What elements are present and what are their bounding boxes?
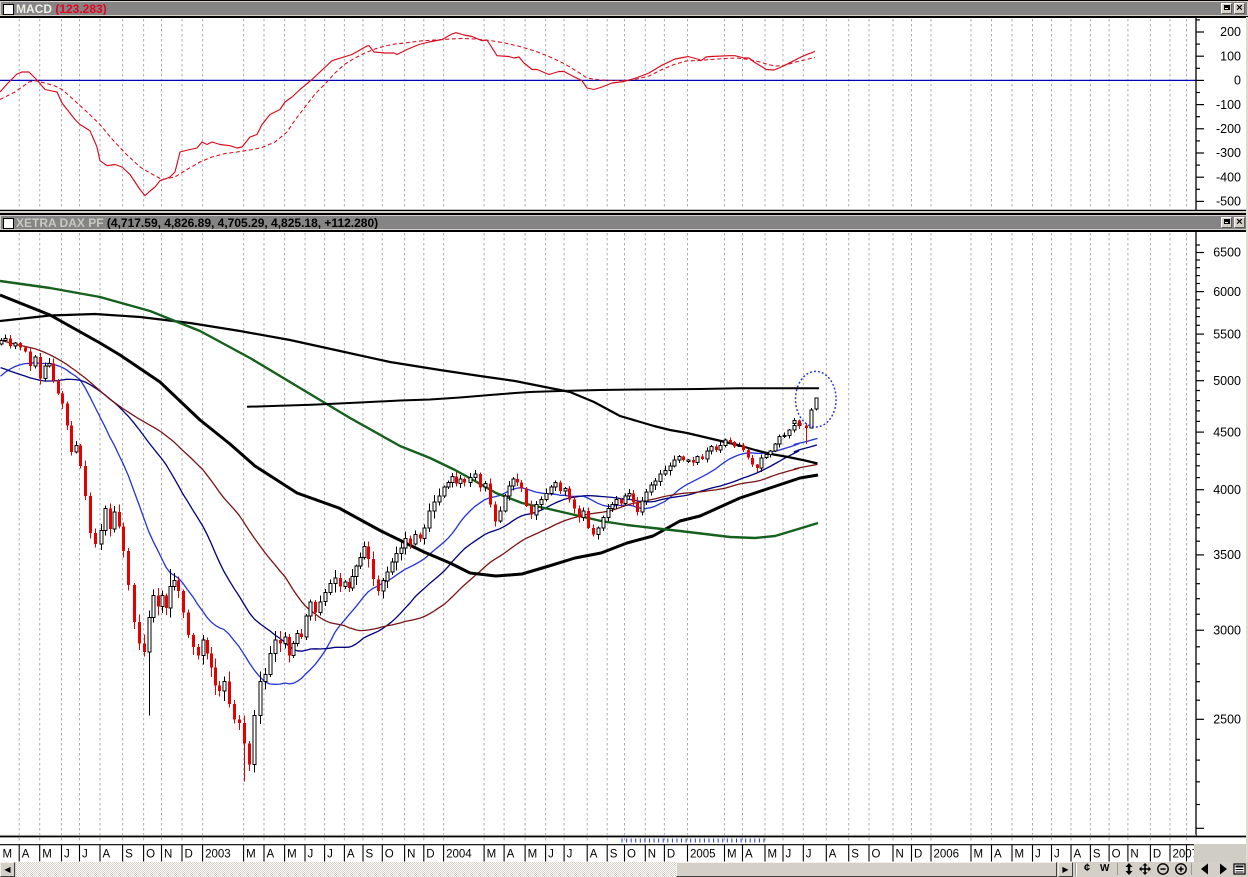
svg-text:A: A bbox=[267, 849, 275, 861]
svg-text:200: 200 bbox=[1220, 25, 1241, 39]
svg-text:M: M bbox=[974, 849, 984, 861]
svg-text:J: J bbox=[1035, 849, 1041, 861]
svg-text:S: S bbox=[125, 849, 133, 861]
svg-text:N: N bbox=[896, 849, 904, 861]
svg-text:J: J bbox=[786, 849, 792, 861]
svg-text:-200: -200 bbox=[1216, 122, 1241, 136]
svg-text:J: J bbox=[327, 849, 333, 861]
svg-text:O: O bbox=[1112, 849, 1121, 861]
svg-text:2006: 2006 bbox=[934, 849, 960, 861]
svg-text:M: M bbox=[487, 849, 497, 861]
svg-text:A: A bbox=[22, 849, 30, 861]
svg-text:A: A bbox=[829, 849, 837, 861]
svg-text:D: D bbox=[667, 849, 675, 861]
svg-text:-400: -400 bbox=[1216, 170, 1241, 184]
svg-text:-100: -100 bbox=[1216, 98, 1241, 112]
svg-text:M: M bbox=[528, 849, 538, 861]
svg-text:A: A bbox=[745, 849, 753, 861]
svg-text:N: N bbox=[648, 849, 656, 861]
svg-text:S: S bbox=[851, 849, 859, 861]
svg-text:O: O bbox=[872, 849, 881, 861]
svg-text:S: S bbox=[366, 849, 374, 861]
svg-text:J: J bbox=[64, 849, 70, 861]
svg-text:O: O bbox=[627, 849, 636, 861]
svg-text:J: J bbox=[806, 849, 812, 861]
svg-text:M: M bbox=[42, 849, 52, 861]
svg-text:O: O bbox=[146, 849, 155, 861]
svg-text:3000: 3000 bbox=[1213, 623, 1241, 637]
svg-text:A: A bbox=[507, 849, 515, 861]
svg-text:J: J bbox=[82, 849, 88, 861]
svg-text:J: J bbox=[1054, 849, 1060, 861]
svg-text:A: A bbox=[103, 849, 111, 861]
svg-text:J: J bbox=[548, 849, 554, 861]
svg-text:N: N bbox=[164, 849, 172, 861]
svg-text:D: D bbox=[185, 849, 193, 861]
svg-text:100: 100 bbox=[1220, 49, 1241, 63]
svg-text:-500: -500 bbox=[1216, 195, 1241, 209]
svg-text:M: M bbox=[246, 849, 256, 861]
svg-text:2004: 2004 bbox=[446, 849, 472, 861]
svg-text:A: A bbox=[994, 849, 1002, 861]
svg-text:J: J bbox=[567, 849, 573, 861]
svg-text:J: J bbox=[308, 849, 314, 861]
svg-text:5000: 5000 bbox=[1213, 374, 1241, 388]
svg-text:4000: 4000 bbox=[1213, 483, 1241, 497]
svg-text:6500: 6500 bbox=[1213, 246, 1241, 260]
svg-text:M: M bbox=[727, 849, 737, 861]
svg-text:A: A bbox=[1074, 849, 1082, 861]
svg-text:0: 0 bbox=[1234, 74, 1241, 88]
svg-text:2007: 2007 bbox=[1173, 849, 1199, 861]
svg-text:A: A bbox=[347, 849, 355, 861]
svg-text:N: N bbox=[407, 849, 415, 861]
svg-text:3500: 3500 bbox=[1213, 548, 1241, 562]
svg-text:2005: 2005 bbox=[690, 849, 716, 861]
svg-text:N: N bbox=[1130, 849, 1138, 861]
svg-text:O: O bbox=[385, 849, 394, 861]
svg-text:2003: 2003 bbox=[205, 849, 231, 861]
svg-text:S: S bbox=[610, 849, 618, 861]
svg-text:2500: 2500 bbox=[1213, 713, 1241, 727]
svg-text:4500: 4500 bbox=[1213, 425, 1241, 439]
svg-text:M: M bbox=[287, 849, 297, 861]
svg-text:A: A bbox=[590, 849, 598, 861]
svg-text:5500: 5500 bbox=[1213, 327, 1241, 341]
svg-text:M: M bbox=[3, 849, 13, 861]
svg-text:D: D bbox=[426, 849, 434, 861]
svg-text:M: M bbox=[1015, 849, 1025, 861]
svg-text:S: S bbox=[1093, 849, 1101, 861]
svg-text:D: D bbox=[1153, 849, 1161, 861]
svg-text:M: M bbox=[768, 849, 778, 861]
svg-text:-300: -300 bbox=[1216, 146, 1241, 160]
svg-text:6000: 6000 bbox=[1213, 285, 1241, 299]
svg-text:D: D bbox=[914, 849, 922, 861]
